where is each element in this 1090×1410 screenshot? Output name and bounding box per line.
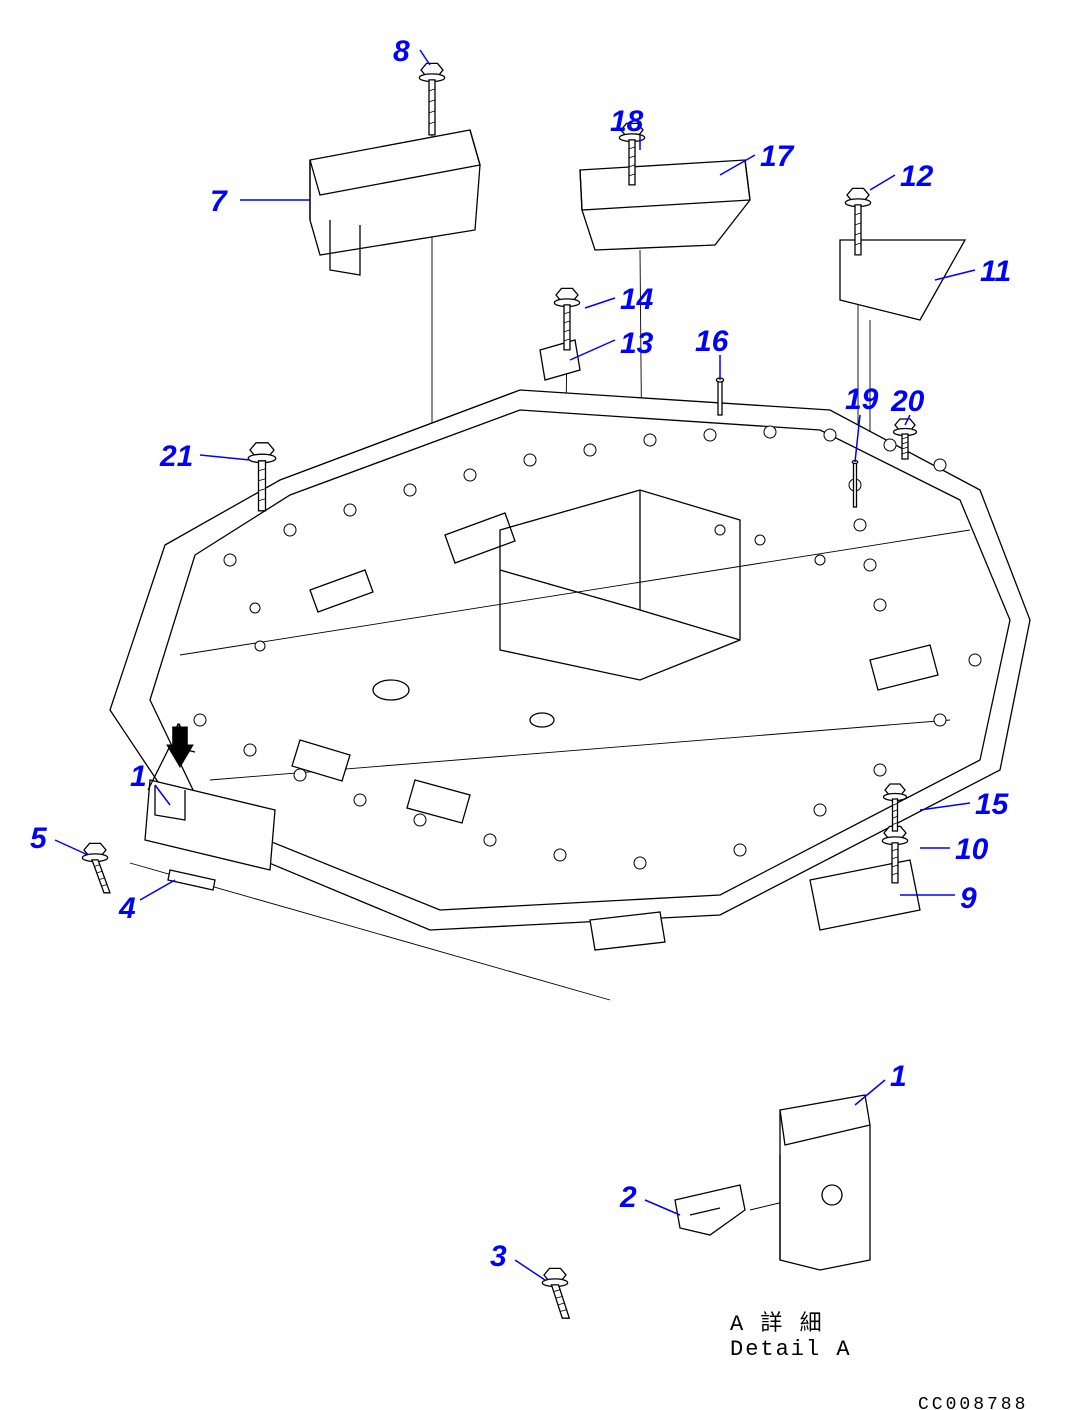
callout-5[interactable]: 5: [30, 822, 47, 856]
callout-2[interactable]: 2: [620, 1181, 637, 1215]
callout-10[interactable]: 10: [955, 833, 988, 867]
callout-19[interactable]: 19: [845, 383, 878, 417]
callout-18[interactable]: 18: [610, 105, 643, 139]
callout-21[interactable]: 21: [160, 440, 193, 474]
callout-15[interactable]: 15: [975, 788, 1008, 822]
callout-1[interactable]: 1: [130, 760, 147, 794]
p4: [168, 870, 215, 890]
p13: [540, 340, 580, 380]
callout-1b[interactable]: 1: [890, 1060, 907, 1094]
callout-4[interactable]: 4: [119, 892, 136, 926]
callout-7[interactable]: 7: [210, 185, 227, 219]
callout-9[interactable]: 9: [960, 882, 977, 916]
callout-3[interactable]: 3: [490, 1240, 507, 1274]
detail-a-line1: A 詳 細: [730, 1305, 852, 1337]
callout-8[interactable]: 8: [393, 35, 410, 69]
diagram-svg: A: [0, 0, 1090, 1410]
detail-a-line2: Detail A: [730, 1337, 852, 1362]
callout-11[interactable]: 11: [980, 255, 1011, 289]
drawing-id: CC008788: [918, 1395, 1028, 1410]
callout-20[interactable]: 20: [891, 385, 924, 419]
callout-12[interactable]: 12: [900, 160, 933, 194]
svg-text:A: A: [172, 720, 186, 745]
p1b: [780, 1095, 870, 1270]
detail-a-label: A 詳 細 Detail A: [730, 1305, 852, 1362]
callout-14[interactable]: 14: [620, 283, 653, 317]
callout-13[interactable]: 13: [620, 327, 653, 361]
callout-16[interactable]: 16: [695, 325, 728, 359]
callout-17[interactable]: 17: [760, 140, 793, 174]
